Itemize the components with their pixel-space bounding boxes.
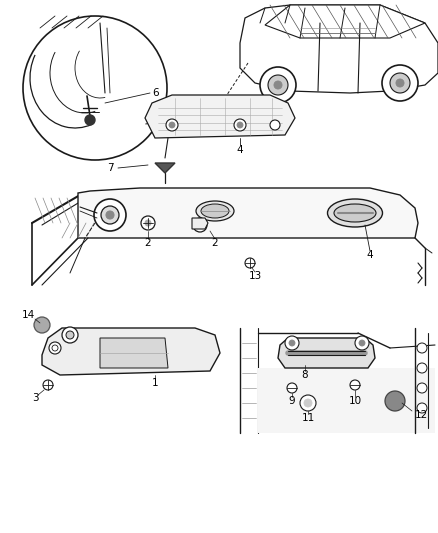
Circle shape (268, 75, 288, 95)
Ellipse shape (196, 201, 234, 221)
Text: 14: 14 (21, 310, 35, 320)
Text: 1: 1 (152, 378, 158, 388)
Circle shape (62, 327, 78, 343)
Text: 12: 12 (415, 410, 428, 420)
Circle shape (382, 65, 418, 101)
Polygon shape (278, 338, 375, 368)
Polygon shape (78, 188, 418, 238)
Circle shape (287, 383, 297, 393)
Circle shape (106, 211, 114, 219)
Circle shape (359, 340, 365, 346)
Text: 4: 4 (367, 250, 373, 260)
Circle shape (23, 16, 167, 160)
Circle shape (145, 220, 151, 226)
Polygon shape (100, 338, 168, 368)
Circle shape (417, 363, 427, 373)
Circle shape (94, 199, 126, 231)
Circle shape (85, 115, 95, 125)
Circle shape (396, 79, 404, 87)
Polygon shape (258, 333, 435, 433)
Text: 2: 2 (212, 238, 218, 248)
Text: 7: 7 (107, 163, 113, 173)
Polygon shape (42, 328, 220, 375)
Polygon shape (192, 218, 208, 229)
Circle shape (166, 119, 178, 131)
Text: 3: 3 (32, 393, 38, 403)
Circle shape (43, 380, 53, 390)
Polygon shape (155, 163, 175, 173)
Polygon shape (240, 5, 438, 93)
Text: 13: 13 (248, 271, 261, 281)
Circle shape (260, 67, 296, 103)
Text: 9: 9 (289, 396, 295, 406)
Circle shape (101, 206, 119, 224)
Circle shape (355, 336, 369, 350)
Circle shape (237, 122, 243, 128)
Circle shape (300, 395, 316, 411)
Text: 2: 2 (145, 238, 151, 248)
Circle shape (169, 122, 175, 128)
Circle shape (141, 216, 155, 230)
Polygon shape (145, 95, 295, 138)
Text: 4: 4 (237, 145, 244, 155)
Polygon shape (265, 5, 425, 38)
Circle shape (417, 383, 427, 393)
Circle shape (385, 391, 405, 411)
Circle shape (285, 336, 299, 350)
Circle shape (193, 218, 207, 232)
Circle shape (270, 120, 280, 130)
Circle shape (234, 119, 246, 131)
Text: 10: 10 (349, 396, 361, 406)
Ellipse shape (334, 204, 376, 222)
Ellipse shape (328, 199, 382, 227)
Ellipse shape (201, 204, 229, 218)
Circle shape (49, 342, 61, 354)
Circle shape (417, 403, 427, 413)
Circle shape (34, 317, 50, 333)
Circle shape (66, 331, 74, 339)
Text: 8: 8 (302, 370, 308, 380)
Circle shape (390, 73, 410, 93)
Text: 6: 6 (152, 88, 159, 98)
Circle shape (304, 399, 312, 407)
Circle shape (417, 343, 427, 353)
Circle shape (197, 222, 203, 228)
Circle shape (289, 340, 295, 346)
Circle shape (350, 380, 360, 390)
Text: 11: 11 (301, 413, 314, 423)
Circle shape (274, 81, 282, 89)
